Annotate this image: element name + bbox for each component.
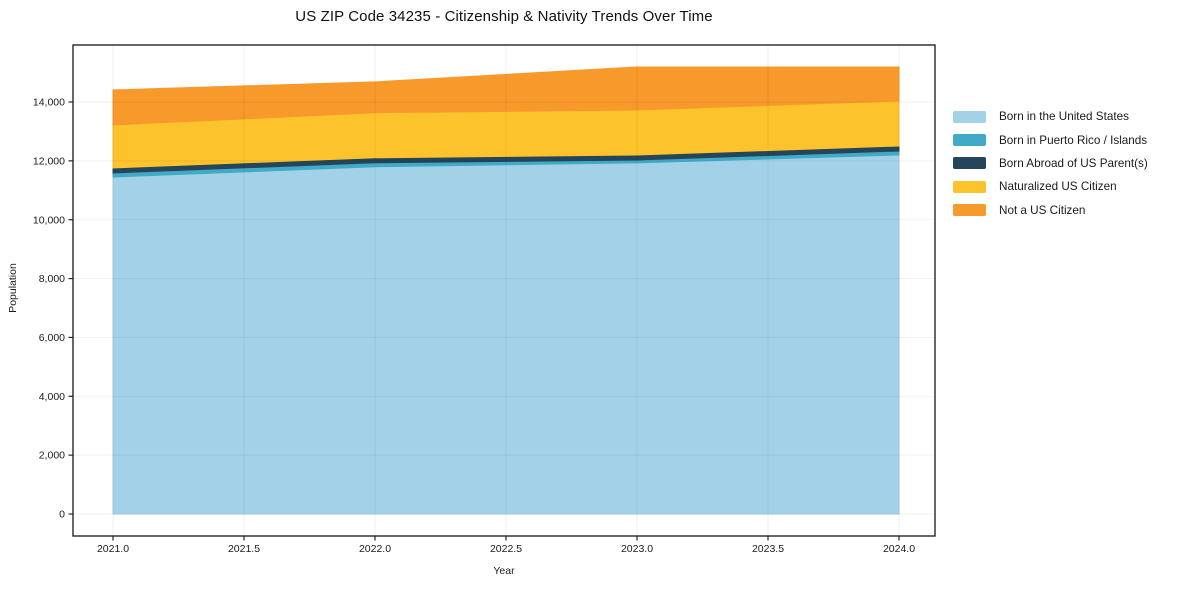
x-tick-label: 2021.5 <box>228 543 260 555</box>
x-axis-label: Year <box>493 565 515 577</box>
y-axis-label: Population <box>7 263 19 313</box>
y-tick-label: 8,000 <box>39 273 65 285</box>
legend: Born in the United States Born in Puerto… <box>953 105 1148 222</box>
y-tick-label: 4,000 <box>39 391 65 403</box>
x-tick-label: 2024.0 <box>883 543 915 555</box>
legend-label: Naturalized US Citizen <box>999 180 1117 194</box>
legend-swatch-born-puerto-rico <box>953 134 986 147</box>
legend-swatch-not-citizen <box>953 204 986 217</box>
legend-swatch-born-us <box>953 110 986 123</box>
y-tick-label: 10,000 <box>33 214 65 226</box>
x-tick-label: 2023.0 <box>621 543 653 555</box>
x-tick-label: 2023.5 <box>752 543 784 555</box>
legend-item: Naturalized US Citizen <box>953 175 1148 198</box>
legend-item: Born Abroad of US Parent(s) <box>953 152 1148 175</box>
legend-label: Born in the United States <box>999 110 1129 124</box>
y-tick-label: 2,000 <box>39 450 65 462</box>
legend-swatch-naturalized <box>953 180 986 193</box>
y-tick-label: 6,000 <box>39 332 65 344</box>
legend-item: Born in Puerto Rico / Islands <box>953 128 1148 151</box>
legend-item: Not a US Citizen <box>953 199 1148 222</box>
x-tick-label: 2021.0 <box>97 543 129 555</box>
legend-label: Born in Puerto Rico / Islands <box>999 133 1148 147</box>
chart-title: US ZIP Code 34235 - Citizenship & Nativi… <box>295 8 713 25</box>
legend-label: Not a US Citizen <box>999 203 1086 217</box>
legend-swatch-born-abroad <box>953 157 986 170</box>
legend-item: Born in the United States <box>953 105 1148 128</box>
y-tick-label: 12,000 <box>33 155 65 167</box>
legend-label: Born Abroad of US Parent(s) <box>999 156 1148 170</box>
y-tick-label: 0 <box>59 509 65 521</box>
x-tick-label: 2022.0 <box>359 543 391 555</box>
y-tick-label: 14,000 <box>33 97 65 109</box>
x-tick-label: 2022.5 <box>490 543 522 555</box>
